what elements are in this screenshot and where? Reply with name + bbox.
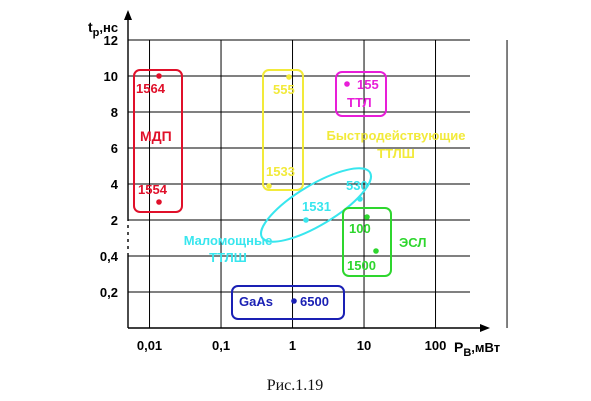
y-axis-title: tр,нс <box>88 19 118 39</box>
data-point <box>364 214 370 220</box>
group-label: Маломощные <box>184 233 273 248</box>
y-tick-label: 12 <box>104 33 118 48</box>
group-label: ТТЛШ <box>377 146 415 161</box>
x-tick-label: 10 <box>357 338 371 353</box>
axes <box>124 10 490 332</box>
x-tick-label: 100 <box>425 338 447 353</box>
group-label: Быстродействующие <box>326 128 465 143</box>
x-tick-label: 1 <box>289 338 296 353</box>
data-point <box>286 74 292 80</box>
y-tick-label: 2 <box>111 213 118 228</box>
y-axis-arrow <box>124 10 132 20</box>
y-tick-label: 6 <box>111 141 118 156</box>
y-tick-label: 0,4 <box>100 249 119 264</box>
data-point <box>373 248 379 254</box>
data-point-label: 6500 <box>300 294 329 309</box>
group-outline <box>260 167 372 243</box>
data-point-label: 555 <box>273 82 295 97</box>
data-point-label: 1564 <box>136 81 166 96</box>
y-axis-subscript: р <box>93 27 100 39</box>
data-point <box>156 73 162 79</box>
data-point-label: 1531 <box>302 199 331 214</box>
group-outline <box>133 69 183 213</box>
y-tick-label: 10 <box>104 69 118 84</box>
data-point-label: 155 <box>357 77 379 92</box>
data-point <box>291 298 297 304</box>
x-axis-unit: ,мВт <box>471 340 500 355</box>
figure-caption: Рис.1.19 <box>267 377 324 394</box>
data-points: 1564 1554 555 1533 155 530 1531 100 1500 6500 <box>136 73 379 309</box>
y-tick-label: 8 <box>111 105 118 120</box>
y-axis-label: t <box>88 19 93 35</box>
group-outline <box>262 69 304 191</box>
x-axis-label: P <box>454 339 463 355</box>
grid <box>128 39 508 328</box>
x-tick-label: 0,01 <box>137 338 162 353</box>
data-point <box>357 196 363 202</box>
data-point <box>344 81 350 87</box>
group-label: ТТЛ <box>347 95 372 110</box>
y-tick-label: 4 <box>111 177 119 192</box>
data-point <box>156 199 162 205</box>
group-outline <box>335 71 387 117</box>
data-point-label: 1554 <box>138 182 168 197</box>
data-point <box>266 183 272 189</box>
x-axis-title: PВ,мВт <box>454 339 500 359</box>
x-axis-arrow <box>480 324 490 332</box>
annotations: МДП ТТЛ Быстродействующие ТТЛШ Маломощные ТТЛ… <box>140 95 466 309</box>
group-outlines <box>133 69 392 320</box>
x-tick-label: 0,1 <box>212 338 230 353</box>
group-label: МДП <box>140 128 172 144</box>
data-point <box>303 217 309 223</box>
group-label: GaAs <box>239 294 273 309</box>
group-outline <box>342 207 392 277</box>
data-point-label: 100 <box>349 221 371 236</box>
data-point-label: 1500 <box>347 258 376 273</box>
group-label: ТТЛШ <box>209 250 247 265</box>
group-label: ЭСЛ <box>399 235 426 250</box>
y-tick-label: 0,2 <box>100 285 118 300</box>
y-axis-unit: ,нс <box>99 20 118 35</box>
group-outline <box>231 285 345 320</box>
data-point-label: 530 <box>346 178 368 193</box>
x-axis-subscript: В <box>463 347 471 359</box>
data-point-label: 1533 <box>266 164 295 179</box>
tick-labels: 0,01 0,1 1 10 100 0,2 0,4 2 4 6 8 10 12 <box>100 33 446 353</box>
